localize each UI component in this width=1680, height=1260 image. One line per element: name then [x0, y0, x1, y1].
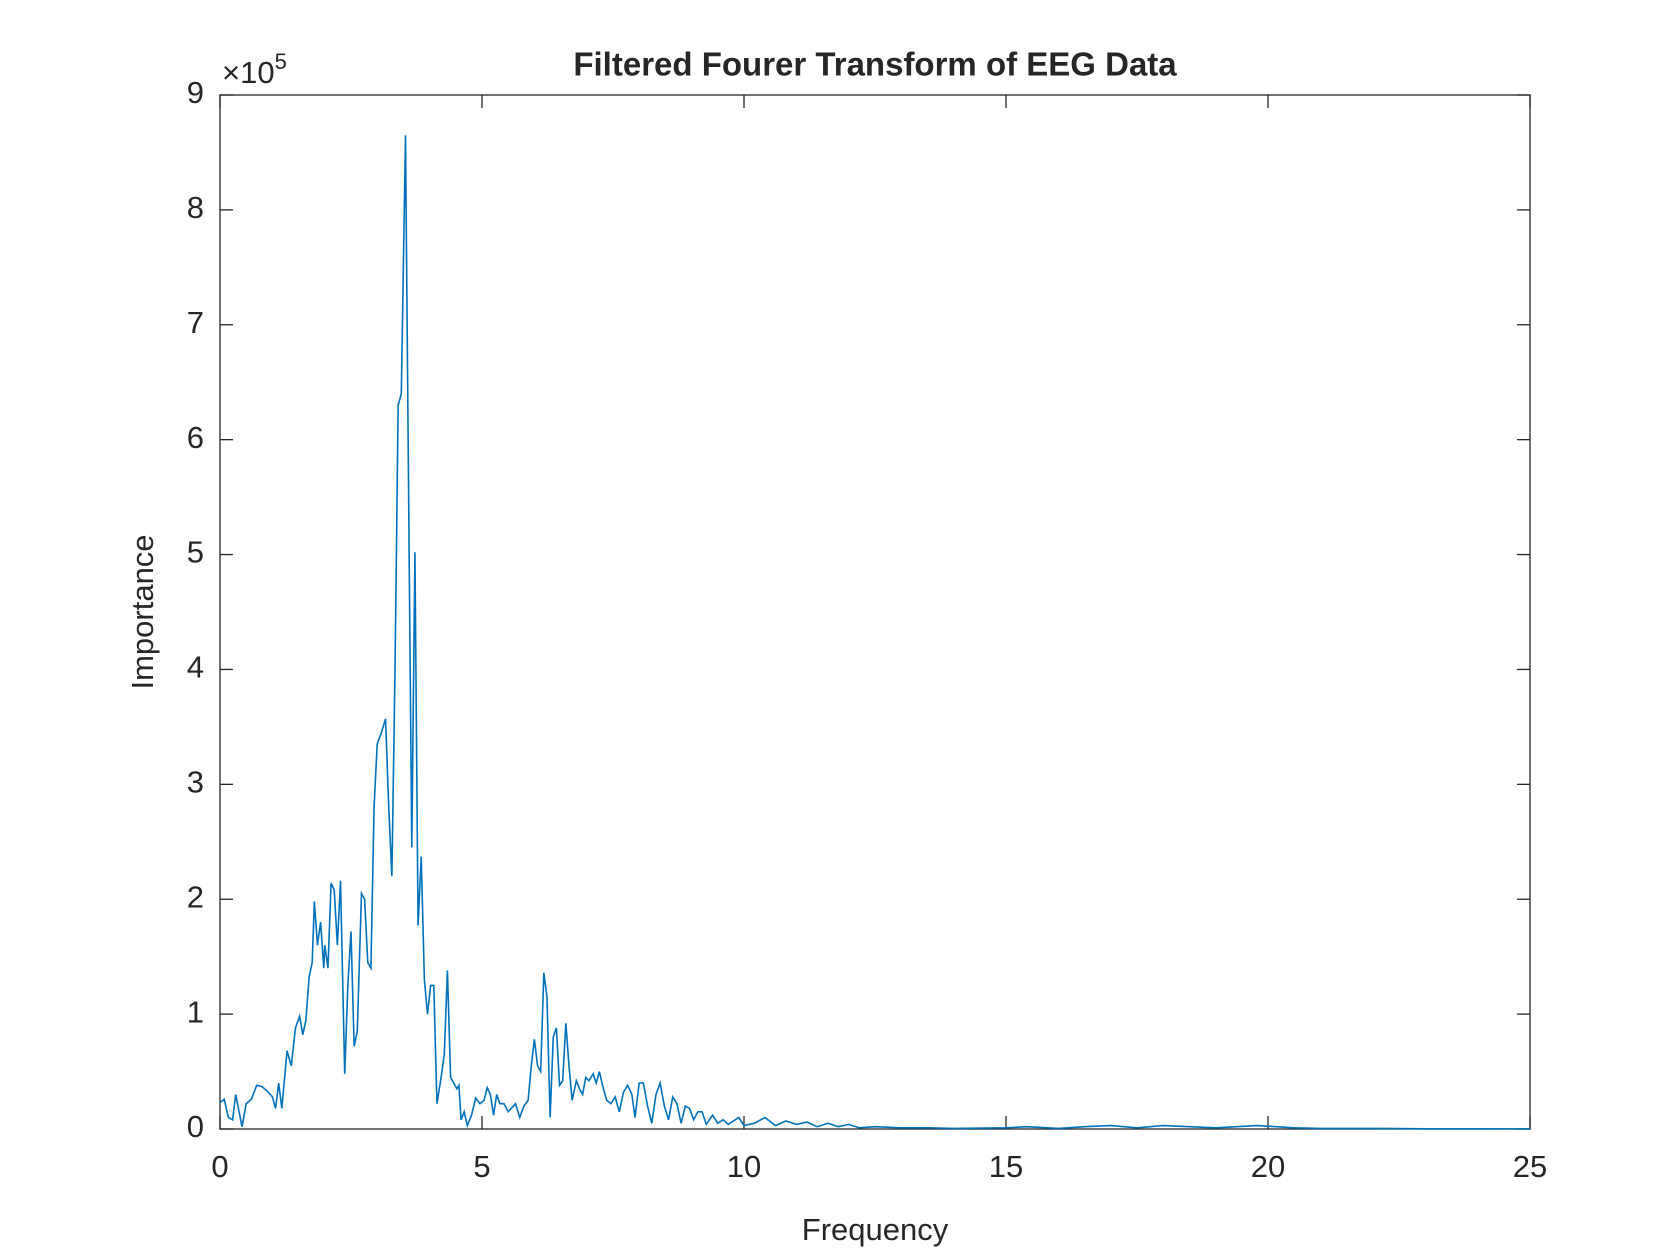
y-exponent-base: ×10: [222, 55, 275, 90]
y-tick-label: 1: [187, 994, 204, 1029]
x-axis-label: Frequency: [802, 1212, 949, 1247]
y-tick-label: 3: [187, 765, 204, 800]
x-tick-label: 5: [473, 1149, 490, 1184]
y-axis-label: Importance: [125, 534, 160, 689]
y-exponent: 5: [275, 49, 287, 74]
y-exponent-label: ×105: [222, 49, 287, 90]
y-tick-label: 9: [187, 75, 204, 110]
y-tick-label: 8: [187, 190, 204, 225]
x-tick-label: 10: [727, 1149, 761, 1184]
y-tick-label: 6: [187, 420, 204, 455]
axes-box: [219, 94, 1531, 1130]
y-tick-label: 2: [187, 879, 204, 914]
y-tick-label: 0: [187, 1109, 204, 1144]
x-tick-label: 25: [1513, 1149, 1547, 1184]
y-tick-label: 4: [187, 650, 204, 685]
x-tick-label: 20: [1251, 1149, 1285, 1184]
data-line: [219, 135, 1531, 1130]
x-tick-label: 15: [989, 1149, 1023, 1184]
x-tick-label: 0: [211, 1149, 228, 1184]
chart-title: Filtered Fourer Transform of EEG Data: [573, 46, 1177, 83]
y-tick-label: 7: [187, 305, 204, 340]
y-tick-label: 5: [187, 535, 204, 570]
